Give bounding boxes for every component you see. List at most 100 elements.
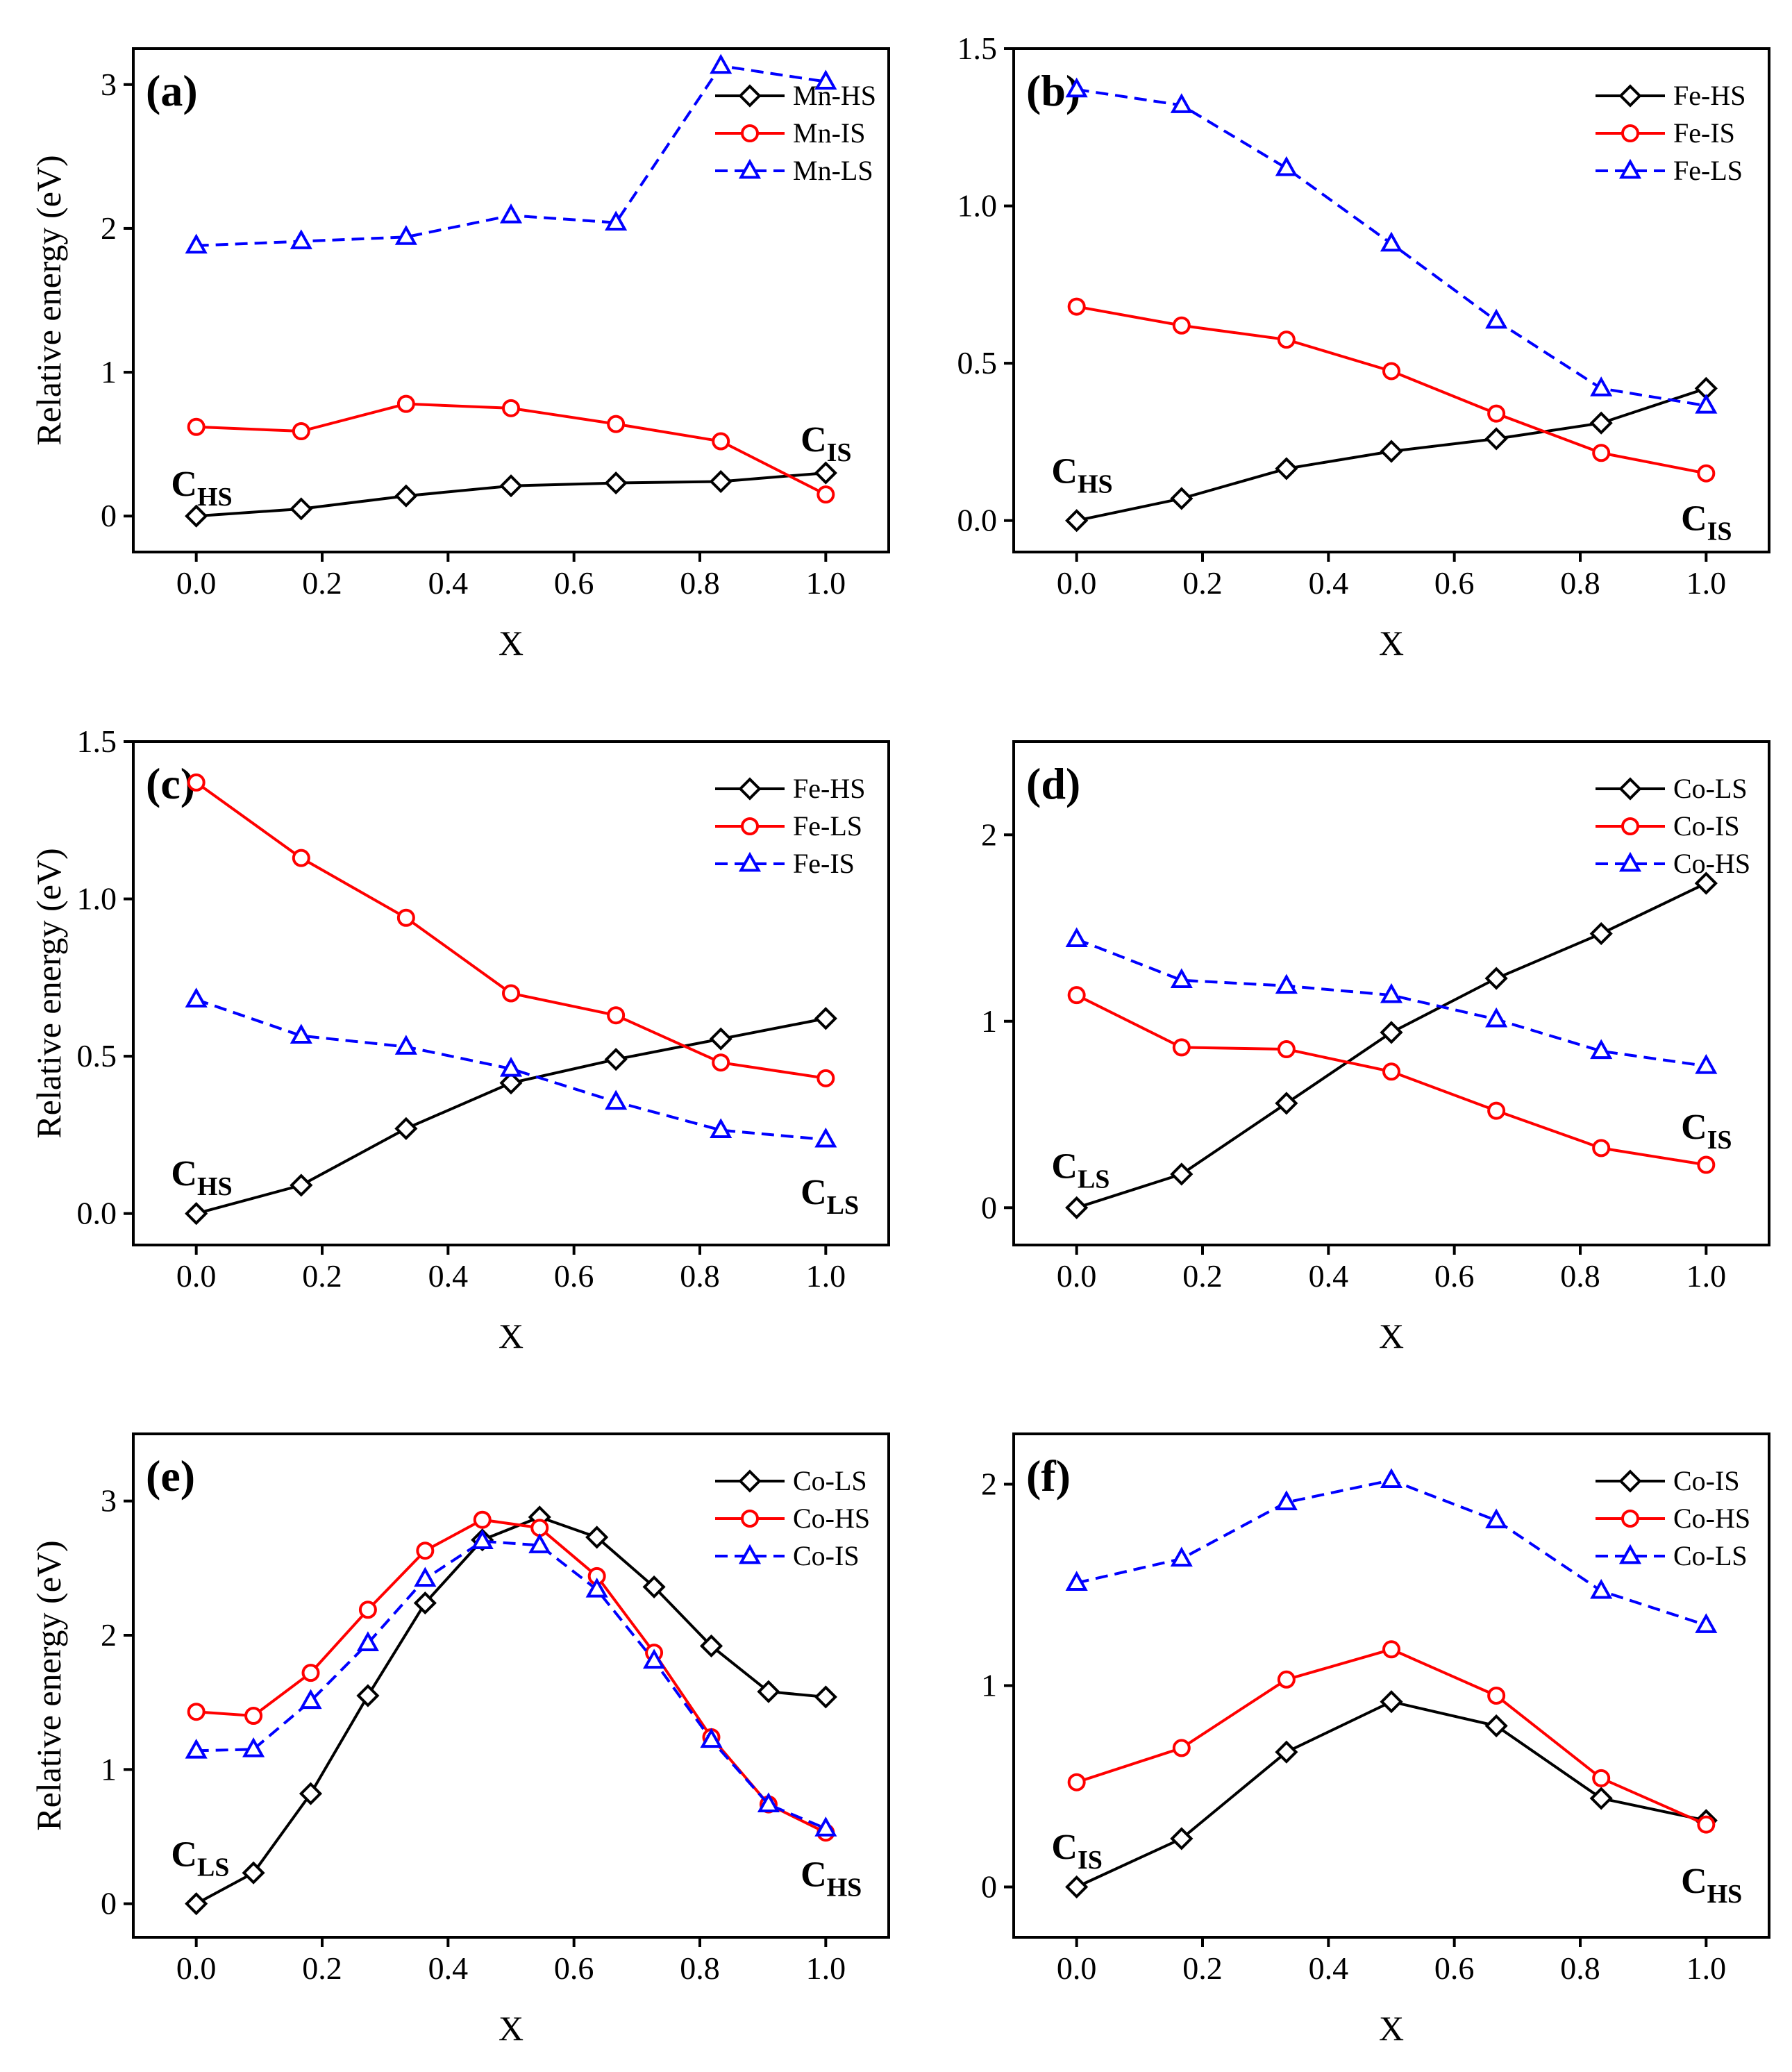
- data-point: [1697, 1155, 1716, 1174]
- series-Fe-LS: [1065, 77, 1718, 414]
- data-point: [1170, 1546, 1193, 1567]
- legend-label: Co-IS: [1673, 810, 1740, 842]
- y-tick-label: 0: [101, 1886, 117, 1921]
- data-point: [817, 1069, 835, 1087]
- x-tick-label: 0.6: [1434, 1950, 1475, 1986]
- data-point: [1697, 1815, 1716, 1834]
- x-tick-label: 0.6: [1434, 1258, 1475, 1294]
- data-point: [1275, 156, 1298, 176]
- series-Mn-HS: [185, 461, 837, 528]
- legend-marker: [1618, 84, 1642, 108]
- legend-label: Fe-HS: [793, 773, 865, 804]
- series-Co-IS: [1067, 986, 1716, 1174]
- data-point: [1065, 927, 1088, 947]
- plot-frame: [1012, 1432, 1770, 1939]
- x-tick-label: 0.0: [176, 1258, 217, 1294]
- y-tick-label: 2: [981, 817, 997, 852]
- data-point: [414, 1566, 437, 1587]
- data-point: [1067, 1773, 1086, 1791]
- data-point: [394, 1035, 417, 1055]
- data-point: [1380, 231, 1403, 252]
- legend-marker: [741, 124, 759, 142]
- x-tick-label: 1.0: [1686, 1950, 1727, 1986]
- data-point: [1382, 1062, 1400, 1081]
- x-tick-label: 0.2: [1182, 565, 1223, 601]
- data-point: [499, 1056, 523, 1077]
- data-point: [185, 504, 208, 528]
- chart-panel-4: 0.0 0.2 0.4 0.6 0.8 1.0 0 1 2 3 X Relative energy (…: [29, 1432, 890, 2048]
- x-axis-title: X: [499, 2009, 524, 2048]
- state-annotation: CHS: [801, 1855, 862, 1903]
- x-tick-label: 0.2: [1182, 1950, 1223, 1986]
- x-tick-label: 0.4: [1309, 565, 1349, 601]
- data-point: [1380, 1021, 1403, 1044]
- data-point: [1067, 297, 1086, 316]
- data-point: [290, 229, 312, 249]
- y-tick-label: 2: [101, 1617, 117, 1653]
- legend-marker: [741, 817, 759, 835]
- x-tick-label: 0.2: [302, 1258, 342, 1294]
- data-point: [1382, 1640, 1400, 1659]
- data-point: [1065, 1875, 1089, 1899]
- data-point: [1172, 316, 1191, 335]
- data-point: [301, 1664, 320, 1682]
- legend-marker: [1618, 777, 1642, 801]
- data-point: [1170, 1162, 1194, 1186]
- state-annotation: CIS: [1051, 1828, 1102, 1875]
- data-point: [396, 394, 415, 413]
- y-axis-title: Relative energy (eV): [29, 155, 68, 445]
- data-point: [356, 1684, 380, 1707]
- series-Mn-IS: [187, 394, 835, 504]
- legend-marker: [1621, 1510, 1639, 1528]
- data-point: [1170, 93, 1193, 113]
- data-point: [1380, 983, 1403, 1003]
- data-point: [502, 984, 520, 1003]
- data-point: [1382, 362, 1400, 381]
- legend-label: Co-LS: [1673, 1540, 1748, 1571]
- data-point: [1275, 1490, 1298, 1510]
- series-Co-LS: [1065, 1468, 1718, 1633]
- data-point: [1380, 440, 1403, 463]
- data-point: [292, 422, 310, 440]
- series-Co-LS: [1065, 871, 1718, 1219]
- data-point: [1485, 1007, 1508, 1028]
- y-tick-label: 0.0: [77, 1196, 117, 1231]
- x-tick-label: 0.4: [428, 1950, 469, 1986]
- y-axis-title: Relative energy (eV): [29, 1540, 68, 1830]
- panel-label: (f): [1026, 1451, 1071, 1501]
- plot-frame: [132, 740, 890, 1246]
- data-point: [1065, 1571, 1088, 1591]
- data-point: [814, 1007, 837, 1030]
- x-tick-label: 0.6: [1434, 565, 1475, 601]
- y-tick-label: 2: [101, 210, 117, 246]
- data-point: [299, 1782, 323, 1805]
- data-point: [1380, 1468, 1403, 1489]
- series-Mn-LS: [185, 53, 837, 254]
- x-tick-label: 0.4: [428, 565, 469, 601]
- x-tick-label: 0.6: [554, 565, 594, 601]
- y-tick-label: 1.5: [77, 724, 117, 759]
- data-point: [413, 1591, 437, 1615]
- data-point: [643, 1648, 666, 1669]
- data-point: [712, 432, 730, 451]
- legend-label: Co-LS: [793, 1465, 867, 1496]
- series-Co-IS: [185, 1529, 837, 1837]
- y-tick-label: 1: [101, 354, 117, 390]
- data-point: [814, 1685, 837, 1709]
- data-point: [1589, 411, 1613, 435]
- legend: Co-LS Co-HS Co-IS: [715, 1465, 870, 1571]
- x-tick-label: 1.0: [806, 1950, 846, 1986]
- state-annotation: CIS: [1681, 499, 1732, 546]
- legend: Co-LS Co-IS Co-HS: [1596, 773, 1750, 879]
- data-point: [607, 1006, 626, 1025]
- data-point: [185, 987, 208, 1008]
- data-point: [709, 1027, 732, 1051]
- data-point: [1380, 1690, 1403, 1714]
- data-point: [607, 415, 626, 433]
- data-point: [290, 1173, 313, 1197]
- series-line: [196, 1539, 827, 1830]
- data-point: [502, 399, 520, 417]
- x-tick-label: 0.0: [176, 565, 217, 601]
- data-point: [709, 469, 732, 494]
- data-point: [394, 484, 418, 508]
